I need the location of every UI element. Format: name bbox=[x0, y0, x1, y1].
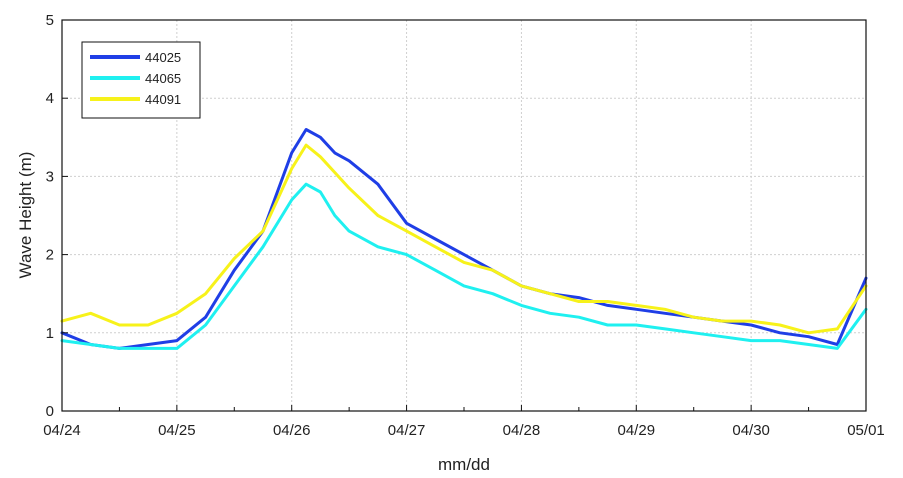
series-layer bbox=[60, 128, 868, 350]
y-tick-label: 4 bbox=[46, 90, 54, 107]
x-tick-label: 04/26 bbox=[273, 422, 311, 439]
x-axis-title: mm/dd bbox=[438, 455, 490, 474]
legend: 44025 44065 44091 bbox=[81, 41, 201, 119]
x-tick-label: 04/29 bbox=[618, 422, 656, 439]
y-tick-label: 0 bbox=[46, 403, 54, 420]
series-line-44091 bbox=[60, 143, 868, 335]
legend-label-44065: 44065 bbox=[145, 71, 181, 86]
y-tick-label: 3 bbox=[46, 168, 54, 185]
x-tick-label: 04/25 bbox=[158, 422, 196, 439]
y-tick-label: 1 bbox=[46, 325, 54, 342]
x-tick-label: 05/01 bbox=[847, 422, 885, 439]
x-tick-label: 04/27 bbox=[388, 422, 426, 439]
legend-label-44025: 44025 bbox=[145, 50, 181, 65]
y-axis-title: Wave Height (m) bbox=[16, 152, 35, 279]
y-tick-label: 2 bbox=[46, 247, 54, 264]
y-tick-label: 5 bbox=[46, 12, 54, 29]
series-line-44065 bbox=[60, 182, 868, 350]
x-tick-label: 04/28 bbox=[503, 422, 541, 439]
x-tick-label: 04/24 bbox=[43, 422, 81, 439]
legend-label-44091: 44091 bbox=[145, 92, 181, 107]
ticks: 04/24 04/25 04/26 04/27 04/28 04/29 04/30 05/01… bbox=[43, 12, 885, 439]
x-tick-label: 04/30 bbox=[732, 422, 770, 439]
